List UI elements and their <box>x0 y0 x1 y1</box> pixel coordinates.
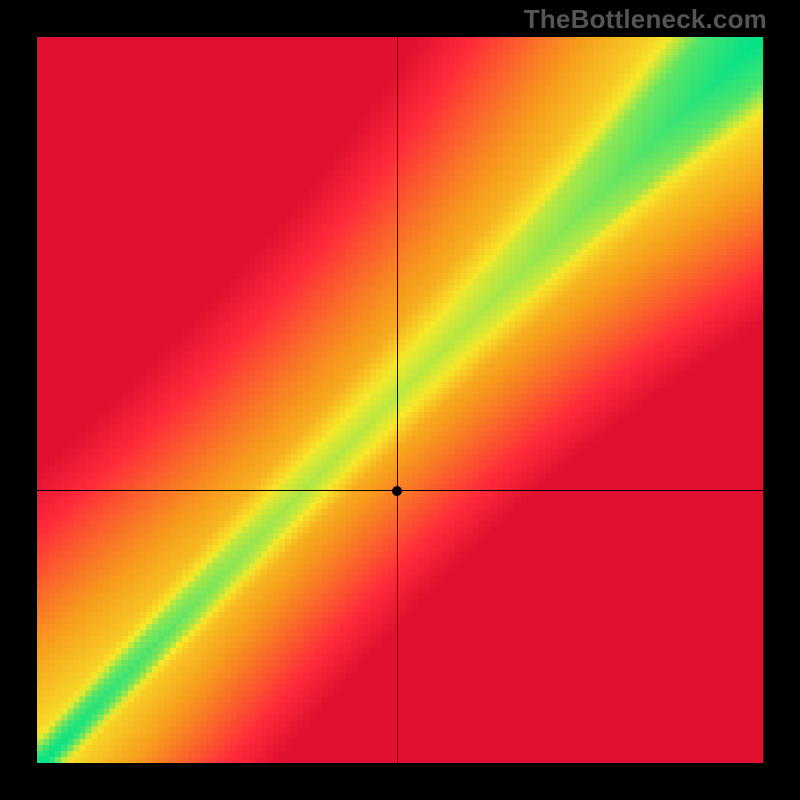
crosshair-marker-dot <box>392 486 402 496</box>
crosshair-vertical-line <box>397 37 398 763</box>
watermark-text: TheBottleneck.com <box>524 4 767 35</box>
bottleneck-heatmap <box>37 37 763 763</box>
chart-container: TheBottleneck.com <box>0 0 800 800</box>
